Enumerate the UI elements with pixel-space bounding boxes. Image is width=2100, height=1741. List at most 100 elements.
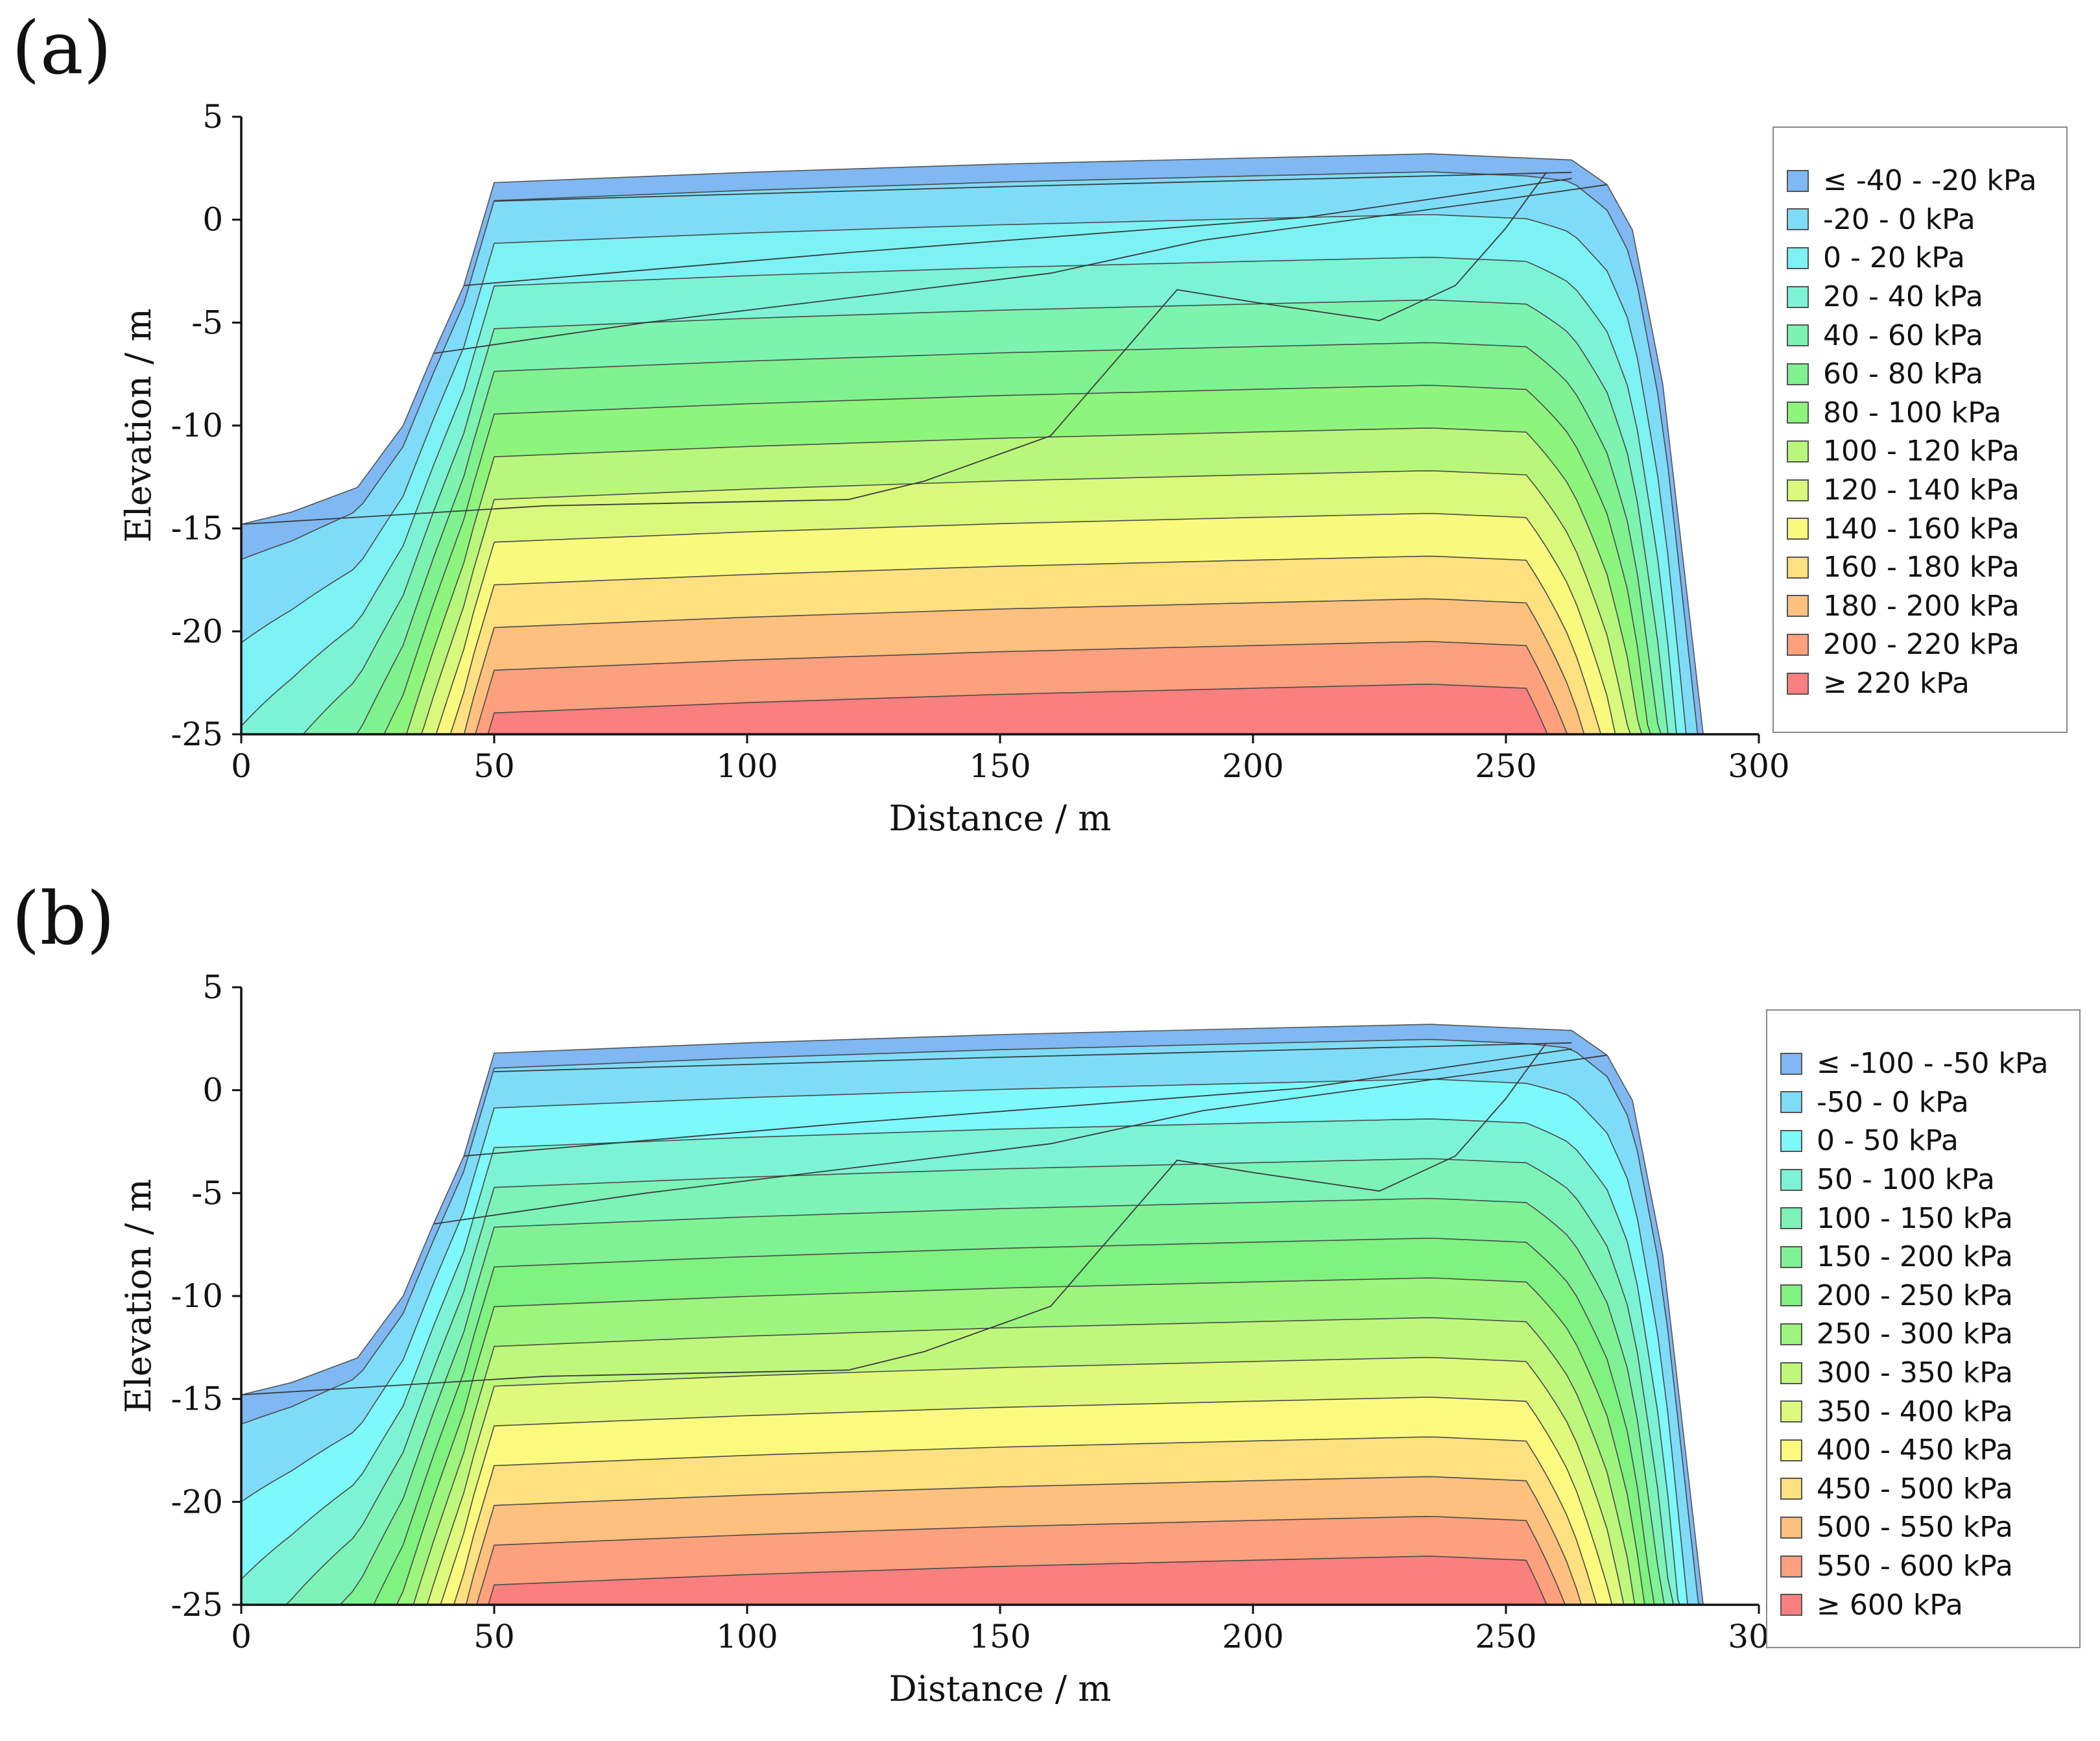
stratum-boundary <box>464 1048 1572 1157</box>
y-tick-label: 0 <box>202 201 223 239</box>
slope-surface <box>241 1024 1704 1605</box>
legend-swatch <box>1780 1516 1802 1539</box>
x-tick-label: 50 <box>473 1618 515 1655</box>
legend-item: 450 - 500 kPa <box>1780 1470 2079 1509</box>
legend-item: 550 - 600 kPa <box>1780 1547 2079 1586</box>
legend-swatch <box>1787 440 1809 462</box>
legend-swatch <box>1787 169 1809 192</box>
legend: ≤ -100 - -50 kPa -50 - 0 kPa 0 - 50 kPa 50 … <box>1766 1009 2081 1648</box>
legend-swatch <box>1780 1129 1802 1152</box>
legend-swatch <box>1780 1594 1802 1616</box>
x-tick-label: 150 <box>969 747 1031 785</box>
legend-swatch <box>1787 402 1809 424</box>
y-tick-label: -20 <box>171 612 223 650</box>
x-tick-label: 250 <box>1475 747 1536 785</box>
legend-item: 0 - 20 kPa <box>1787 239 2066 278</box>
x-tick-label: 0 <box>231 1618 252 1655</box>
legend-swatch <box>1780 1052 1802 1075</box>
x-tick-label: 250 <box>1475 1618 1536 1655</box>
y-tick-label: 0 <box>202 1072 223 1109</box>
panel-b: (b) 0 50 100 150 200 250 300 5 0 -5 -10 -15 -20 -25 Di… <box>0 870 2100 1741</box>
y-tick-label: -25 <box>171 715 223 753</box>
contour-chart-b: 0 50 100 150 200 250 30050-5-10-15-20-25Distan… <box>118 968 1790 1709</box>
x-axis-label: Distance / m <box>889 798 1112 839</box>
stratum-boundary <box>494 1042 1572 1072</box>
legend-item: ≤ -100 - -50 kPa <box>1780 1044 2079 1083</box>
legend-swatch <box>1780 1439 1802 1461</box>
legend-swatch <box>1780 1555 1802 1578</box>
legend-swatch <box>1787 246 1809 269</box>
contour-band <box>241 683 1704 734</box>
legend-item: 100 - 120 kPa <box>1787 432 2066 471</box>
panel-label: (a) <box>12 6 112 91</box>
legend-swatch <box>1787 363 1809 385</box>
legend-label: 300 - 350 kPa <box>1817 1356 2013 1390</box>
legend-item: -20 - 0 kPa <box>1787 200 2066 239</box>
legend-swatch <box>1780 1207 1802 1230</box>
legend-swatch <box>1780 1245 1802 1268</box>
legend-swatch <box>1787 324 1809 347</box>
legend-swatch <box>1787 672 1809 695</box>
legend-item: 180 - 200 kPa <box>1787 587 2066 626</box>
legend-label: 100 - 150 kPa <box>1817 1201 2013 1235</box>
legend-item: 200 - 250 kPa <box>1780 1277 2079 1315</box>
panel-label: (b) <box>12 877 115 961</box>
legend-swatch <box>1780 1168 1802 1191</box>
y-tick-label: -5 <box>191 304 223 341</box>
y-tick-label: -20 <box>171 1483 223 1520</box>
legend-label: 160 - 180 kPa <box>1823 551 2020 584</box>
stratum-boundary <box>494 171 1572 202</box>
panel-a: (a) 0 50 100 150 200 250 300 5 0 -5 -10 -15 -20 -25 Di… <box>0 0 2100 870</box>
y-axis-label: Elevation / m <box>118 308 159 542</box>
y-tick-label: -15 <box>171 510 223 547</box>
legend-label: 0 - 50 kPa <box>1817 1124 1959 1158</box>
legend-label: 400 - 450 kPa <box>1817 1434 2013 1467</box>
legend-label: 180 - 200 kPa <box>1823 589 2020 623</box>
legend-item: 160 - 180 kPa <box>1787 548 2066 587</box>
legend-swatch <box>1780 1284 1802 1307</box>
legend-label: 60 - 80 kPa <box>1823 357 1983 391</box>
legend-label: 200 - 220 kPa <box>1823 628 2020 662</box>
legend-swatch <box>1787 595 1809 618</box>
legend-item: 120 - 140 kPa <box>1787 471 2066 510</box>
x-tick-label: 200 <box>1222 747 1283 785</box>
y-axis-label: Elevation / m <box>118 1179 159 1413</box>
legend-item: 50 - 100 kPa <box>1780 1160 2079 1199</box>
x-tick-label: 100 <box>716 1618 778 1655</box>
x-tick-label: 300 <box>1728 747 1789 785</box>
contour-band <box>241 1555 1704 1605</box>
legend-label: 0 - 20 kPa <box>1823 241 1965 275</box>
x-axis-label: Distance / m <box>889 1668 1112 1709</box>
legend-label: 200 - 250 kPa <box>1817 1279 2013 1312</box>
slope-surface <box>241 153 1704 735</box>
legend-label: ≥ 600 kPa <box>1817 1588 1963 1622</box>
contour-bands <box>241 154 1704 734</box>
legend-item: 150 - 200 kPa <box>1780 1238 2079 1277</box>
legend-label: 140 - 160 kPa <box>1823 512 2020 546</box>
legend-swatch <box>1787 285 1809 308</box>
y-tick-label: -15 <box>171 1380 223 1418</box>
legend-label: 20 - 40 kPa <box>1823 280 1983 314</box>
legend-swatch <box>1780 1091 1802 1114</box>
legend-item: 400 - 450 kPa <box>1780 1431 2079 1470</box>
legend-item: 40 - 60 kPa <box>1787 316 2066 355</box>
y-tick-label: -25 <box>171 1586 223 1624</box>
x-tick-label: 150 <box>969 1618 1031 1655</box>
legend-item: 250 - 300 kPa <box>1780 1315 2079 1354</box>
stratum-boundary <box>433 184 1608 354</box>
y-tick-label: -5 <box>191 1174 223 1212</box>
legend-label: 500 - 550 kPa <box>1817 1511 2013 1544</box>
legend-swatch <box>1787 479 1809 501</box>
legend-label: 150 - 200 kPa <box>1817 1240 2013 1274</box>
legend-label: 120 - 140 kPa <box>1823 474 2020 507</box>
legend-item: 140 - 160 kPa <box>1787 509 2066 548</box>
legend-label: -50 - 0 kPa <box>1817 1085 1969 1119</box>
legend-item: 80 - 100 kPa <box>1787 394 2066 433</box>
legend-item: 20 - 40 kPa <box>1787 278 2066 317</box>
legend-label: 80 - 100 kPa <box>1823 396 2001 429</box>
stratum-boundary <box>433 1054 1608 1225</box>
contour-bands <box>241 1024 1704 1605</box>
x-tick-label: 0 <box>231 747 252 785</box>
legend-swatch <box>1780 1478 1802 1500</box>
legend-item: 300 - 350 kPa <box>1780 1354 2079 1393</box>
